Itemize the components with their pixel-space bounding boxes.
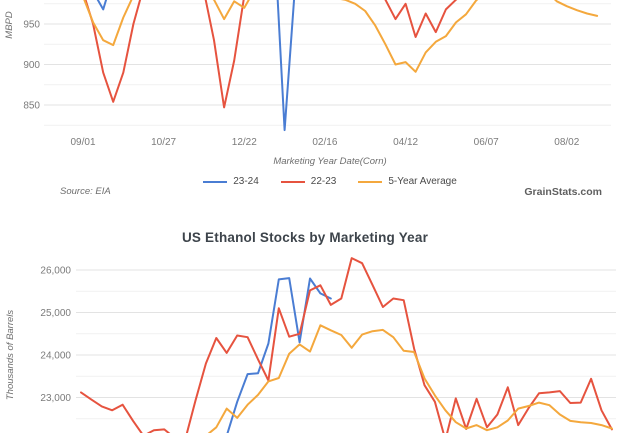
stocks-chart-canvas: 23,000 24,000 25,000 26,000 Thousands of Bar… [5, 257, 616, 433]
y-tick-label: 900 [23, 60, 40, 71]
legend-item-23-24[interactable]: 23-24 [203, 176, 259, 187]
y-tick-label: 950 [23, 20, 40, 31]
y-tick-label: 26,000 [40, 266, 71, 277]
production-chart: 850 900 950 09/01 10/27 12/22 02/16 04/12 06/07 0… [4, 0, 611, 198]
legend-item-5-year-average[interactable]: 5-Year Average [358, 176, 457, 187]
x-tick-label: 09/01 [70, 137, 95, 148]
production-chart-canvas: 850 900 950 09/01 10/27 12/22 02/16 04/12 06/07 0… [4, 0, 611, 148]
series-line-22-23 [80, 257, 613, 433]
series-line-22-23 [84, 0, 458, 109]
source-note: Source: EIA [60, 186, 111, 197]
y-tick-label: 24,000 [40, 351, 71, 362]
legend-line-swatch [280, 180, 305, 183]
x-tick-label: 10/27 [151, 137, 176, 148]
stocks-chart: US Ethanol Stocks by Marketing Year 23,0… [0, 226, 634, 433]
legend-item-22-23[interactable]: 22-23 [280, 176, 337, 187]
legend-line-swatch [203, 180, 228, 183]
y-axis-title: Thousands of Barrels [5, 310, 16, 401]
y-tick-label: 23,000 [40, 393, 71, 404]
series-line-23-24 [96, 0, 296, 132]
x-tick-label: 12/22 [232, 137, 257, 148]
legend-label: 23-24 [233, 176, 259, 187]
y-axis-title: MBPD [4, 11, 15, 39]
series-line-23-24 [226, 277, 332, 433]
series-line-5-year-average [207, 324, 613, 433]
x-tick-label: 08/02 [554, 137, 579, 148]
legend-line-swatch [358, 180, 383, 183]
y-tick-label: 850 [23, 101, 40, 112]
x-tick-label: 02/16 [312, 137, 337, 148]
legend-label: 5-Year Average [388, 176, 457, 187]
x-axis-title: Marketing Year Date(Corn) [273, 156, 387, 167]
x-tick-label: 04/12 [393, 137, 418, 148]
legend: 23-24 22-23 5-Year Average [50, 176, 610, 187]
y-tick-label: 25,000 [40, 308, 71, 319]
chart-title: US Ethanol Stocks by Marketing Year [181, 230, 429, 245]
brand-watermark: GrainStats.com [524, 186, 602, 198]
series-line-5-year-average [83, 0, 599, 73]
legend-label: 22-23 [310, 176, 337, 187]
x-tick-label: 06/07 [474, 137, 499, 148]
